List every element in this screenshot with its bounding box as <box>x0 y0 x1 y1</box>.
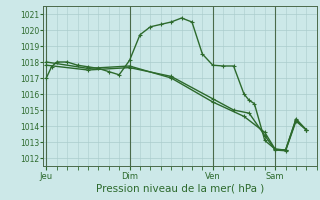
X-axis label: Pression niveau de la mer( hPa ): Pression niveau de la mer( hPa ) <box>96 183 264 193</box>
